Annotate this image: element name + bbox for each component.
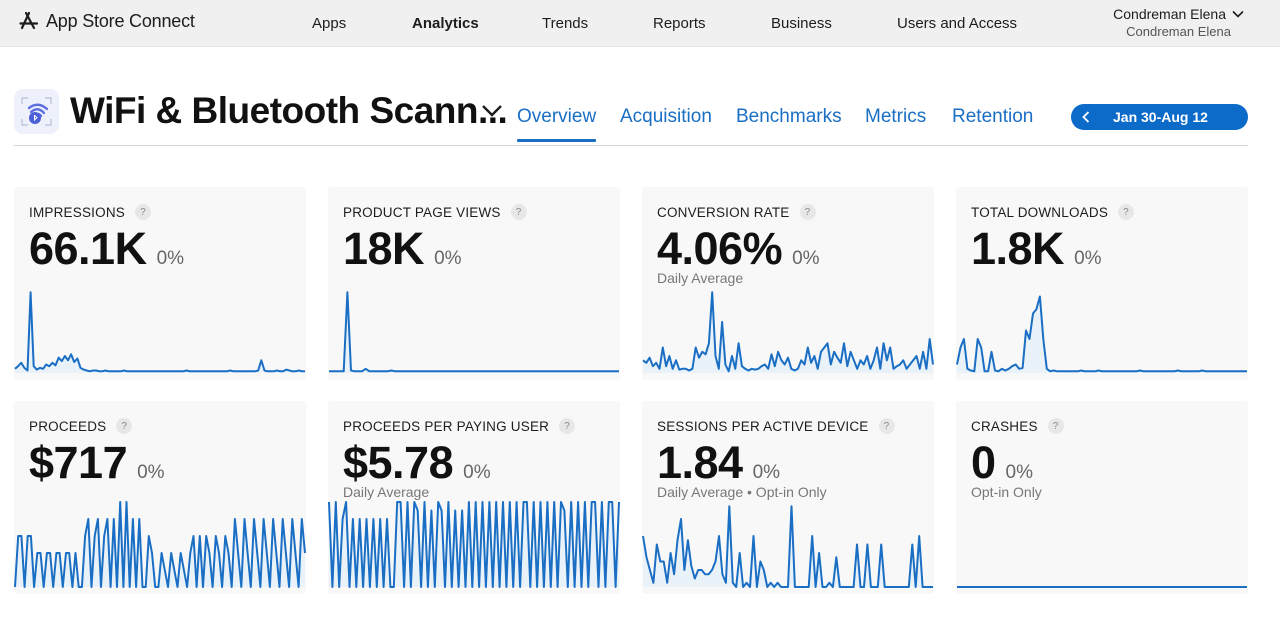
metric-card-sessions-per-active-device[interactable]: SESSIONS PER ACTIVE DEVICE? 1.84 0% Daily…: [642, 401, 934, 594]
metric-value: 1.84: [657, 437, 743, 488]
tab-retention[interactable]: Retention: [952, 106, 1034, 127]
metric-subtitle: Opt-in Only: [971, 484, 1042, 500]
brand-name: App Store Connect: [46, 10, 195, 31]
sparkline-chart: [957, 586, 1247, 588]
nav-reports[interactable]: Reports: [653, 15, 706, 32]
nav-business[interactable]: Business: [771, 15, 832, 32]
team-name: Condreman Elena: [1126, 24, 1231, 39]
metric-value: $5.78: [343, 437, 454, 488]
metric-change: 0%: [1005, 462, 1033, 483]
app-header: WiFi & Bluetooth Scann... Overview Acqui…: [14, 89, 1248, 146]
date-range-button[interactable]: Jan 30-Aug 12: [1071, 104, 1248, 130]
metric-value: $717: [29, 437, 128, 488]
sparkline-chart: [642, 505, 933, 588]
metric-subtitle: Daily Average: [343, 484, 430, 500]
metric-card-conversion-rate[interactable]: CONVERSION RATE? 4.06% 0% Daily Average: [642, 187, 934, 380]
card-title: PRODUCT PAGE VIEWS: [343, 204, 501, 220]
sparkline-chart: [956, 295, 1247, 373]
card-title: TOTAL DOWNLOADS: [971, 204, 1109, 220]
tab-overview[interactable]: Overview: [517, 106, 597, 142]
sparkline-chart: [329, 291, 619, 373]
brand-logo[interactable]: App Store Connect: [18, 10, 195, 32]
metric-value: 18K: [343, 223, 425, 274]
sparkline-chart: [14, 501, 306, 588]
metric-change: 0%: [463, 462, 491, 483]
help-icon[interactable]: ?: [1118, 204, 1135, 220]
tab-metrics[interactable]: Metrics: [865, 106, 927, 127]
sparkline-chart: [14, 291, 305, 373]
app-store-logo-icon: [19, 11, 39, 30]
help-icon[interactable]: ?: [559, 418, 576, 434]
user-name: Condreman Elena: [1113, 6, 1226, 22]
nav-analytics[interactable]: Analytics: [412, 15, 479, 32]
metric-card-crashes[interactable]: CRASHES? 0 0% Opt-in Only: [956, 401, 1248, 594]
metric-subtitle: Daily Average • Opt-in Only: [657, 484, 827, 500]
card-title: PROCEEDS PER PAYING USER: [343, 418, 550, 434]
metric-value: 66.1K: [29, 223, 147, 274]
card-title: SESSIONS PER ACTIVE DEVICE: [657, 418, 869, 434]
metric-card-product-page-views[interactable]: PRODUCT PAGE VIEWS? 18K 0%: [328, 187, 620, 380]
top-navigation-bar: App Store Connect Apps Analytics Trends …: [0, 0, 1280, 47]
sparkline-chart: [328, 501, 620, 588]
card-title: PROCEEDS: [29, 418, 107, 434]
nav-users-and-access[interactable]: Users and Access: [897, 15, 1018, 32]
card-title: CRASHES: [971, 418, 1038, 434]
help-icon[interactable]: ?: [116, 418, 133, 434]
tab-acquisition[interactable]: Acquisition: [620, 106, 712, 127]
wifi-bluetooth-app-icon: [14, 89, 59, 134]
help-icon[interactable]: ?: [799, 204, 816, 220]
help-icon[interactable]: ?: [134, 204, 151, 220]
sparkline-chart: [642, 291, 934, 373]
metric-value: 0: [971, 437, 996, 488]
help-icon[interactable]: ?: [1047, 418, 1064, 434]
metric-value: 4.06%: [657, 223, 783, 274]
metric-card-impressions[interactable]: IMPRESSIONS? 66.1K 0%: [14, 187, 306, 380]
metric-card-proceeds-per-paying-user[interactable]: PROCEEDS PER PAYING USER? $5.78 0% Daily …: [328, 401, 620, 594]
chevron-down-icon: [1232, 10, 1244, 18]
help-icon[interactable]: ?: [878, 418, 895, 434]
metric-change: 0%: [434, 248, 462, 269]
date-range-label: Jan 30-Aug 12: [1113, 109, 1208, 125]
card-title: IMPRESSIONS: [29, 204, 125, 220]
metric-subtitle: Daily Average: [657, 270, 744, 286]
metric-change: 0%: [1074, 248, 1102, 269]
account-menu[interactable]: Condreman Elena Condreman Elena: [1113, 6, 1244, 39]
help-icon[interactable]: ?: [510, 204, 527, 220]
chevron-left-icon: [1082, 111, 1090, 123]
metric-card-total-downloads[interactable]: TOTAL DOWNLOADS? 1.8K 0%: [956, 187, 1248, 380]
app-title: WiFi & Bluetooth Scann...: [70, 90, 508, 131]
metric-change: 0%: [156, 248, 185, 269]
tab-benchmarks[interactable]: Benchmarks: [736, 106, 842, 127]
previous-period-button[interactable]: [1071, 111, 1101, 123]
nav-trends[interactable]: Trends: [542, 15, 589, 32]
nav-apps[interactable]: Apps: [312, 15, 347, 32]
metric-change: 0%: [752, 462, 781, 483]
metric-change: 0%: [792, 248, 820, 269]
card-title: CONVERSION RATE: [657, 204, 790, 220]
metric-card-proceeds[interactable]: PROCEEDS? $717 0%: [14, 401, 306, 594]
metric-change: 0%: [137, 462, 165, 483]
metric-value: 1.8K: [971, 223, 1065, 274]
app-switcher-chevron-icon[interactable]: [480, 101, 504, 121]
